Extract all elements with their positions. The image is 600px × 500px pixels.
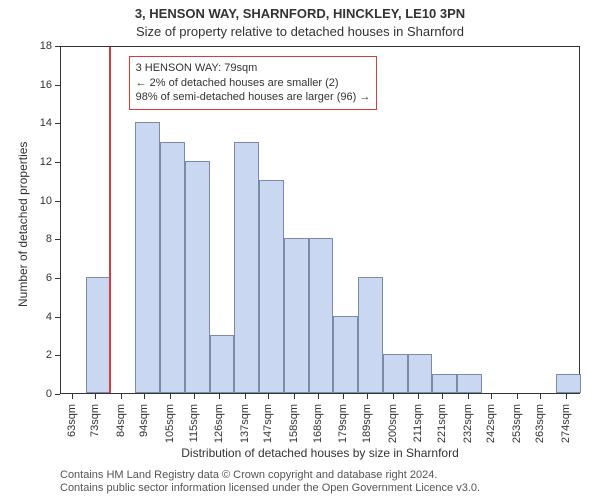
x-tick-label: 221sqm (436, 404, 448, 443)
y-tick-label: 16 (32, 79, 52, 91)
y-tick-mark (55, 162, 60, 163)
x-tick-label: 274sqm (560, 404, 572, 443)
x-tick-mark (566, 394, 567, 399)
x-tick-label: 147sqm (262, 404, 274, 443)
histogram-bar (210, 335, 235, 393)
histogram-bar (309, 238, 334, 393)
histogram-bar (383, 354, 408, 393)
x-axis-label: Distribution of detached houses by size … (60, 446, 580, 460)
x-tick-mark (144, 394, 145, 399)
chart-title: 3, HENSON WAY, SHARNFORD, HINCKLEY, LE10… (0, 6, 600, 21)
y-tick-label: 0 (32, 388, 52, 400)
y-tick-label: 14 (32, 117, 52, 129)
x-tick-mark (343, 394, 344, 399)
callout-line-2: ← 2% of detached houses are smaller (2) (136, 76, 371, 91)
x-tick-label: 94sqm (138, 404, 150, 437)
x-tick-mark (194, 394, 195, 399)
y-tick-mark (55, 201, 60, 202)
x-tick-label: 105sqm (164, 404, 176, 443)
histogram-bar (259, 180, 284, 393)
x-tick-label: 84sqm (115, 404, 127, 437)
callout-line-1: 3 HENSON WAY: 79sqm (136, 61, 371, 76)
chart-root: 3, HENSON WAY, SHARNFORD, HINCKLEY, LE10… (0, 0, 600, 500)
histogram-bar (86, 277, 111, 393)
histogram-bar (556, 374, 581, 393)
x-tick-mark (121, 394, 122, 399)
x-tick-mark (170, 394, 171, 399)
histogram-bar (358, 277, 383, 393)
chart-subtitle: Size of property relative to detached ho… (0, 24, 600, 39)
y-axis-label: Number of detached properties (16, 142, 30, 307)
y-tick-mark (55, 394, 60, 395)
histogram-bar (408, 354, 433, 393)
x-tick-label: 73sqm (89, 404, 101, 437)
property-marker-line (109, 47, 111, 393)
y-tick-mark (55, 278, 60, 279)
x-tick-label: 253sqm (511, 404, 523, 443)
x-tick-mark (491, 394, 492, 399)
footer-line-1: Contains HM Land Registry data © Crown c… (60, 469, 590, 483)
x-tick-mark (418, 394, 419, 399)
y-tick-mark (55, 355, 60, 356)
x-tick-mark (72, 394, 73, 399)
y-tick-label: 10 (32, 195, 52, 207)
y-tick-mark (55, 317, 60, 318)
x-tick-mark (219, 394, 220, 399)
x-tick-mark (393, 394, 394, 399)
histogram-bar (284, 238, 309, 393)
y-tick-label: 18 (32, 40, 52, 52)
x-tick-mark (540, 394, 541, 399)
y-tick-label: 8 (32, 233, 52, 245)
callout-box: 3 HENSON WAY: 79sqm ← 2% of detached hou… (129, 56, 378, 111)
x-tick-label: 232sqm (462, 404, 474, 443)
x-tick-mark (468, 394, 469, 399)
x-tick-label: 200sqm (387, 404, 399, 443)
x-tick-mark (517, 394, 518, 399)
y-tick-mark (55, 239, 60, 240)
x-tick-label: 158sqm (288, 404, 300, 443)
y-tick-mark (55, 85, 60, 86)
x-tick-label: 179sqm (337, 404, 349, 443)
x-tick-mark (95, 394, 96, 399)
x-tick-label: 242sqm (485, 404, 497, 443)
x-tick-label: 137sqm (239, 404, 251, 443)
y-tick-label: 6 (32, 272, 52, 284)
y-tick-mark (55, 46, 60, 47)
x-tick-mark (318, 394, 319, 399)
x-tick-mark (442, 394, 443, 399)
attribution-footer: Contains HM Land Registry data © Crown c… (60, 469, 590, 497)
x-tick-label: 168sqm (312, 404, 324, 443)
histogram-bar (185, 161, 210, 393)
histogram-bar (432, 374, 457, 393)
y-tick-label: 2 (32, 349, 52, 361)
plot-area: 3 HENSON WAY: 79sqm ← 2% of detached hou… (60, 46, 580, 394)
x-tick-label: 126sqm (213, 404, 225, 443)
x-tick-label: 211sqm (412, 404, 424, 442)
histogram-bar (234, 142, 259, 393)
y-tick-mark (55, 123, 60, 124)
histogram-bar (457, 374, 482, 393)
histogram-bar (333, 316, 358, 393)
callout-line-3: 98% of semi-detached houses are larger (… (136, 90, 371, 105)
x-tick-mark (268, 394, 269, 399)
x-tick-mark (245, 394, 246, 399)
y-tick-label: 12 (32, 156, 52, 168)
histogram-bar (135, 122, 160, 393)
x-tick-label: 263sqm (534, 404, 546, 443)
x-tick-label: 189sqm (361, 404, 373, 443)
x-tick-label: 63sqm (66, 404, 78, 437)
y-tick-label: 4 (32, 311, 52, 323)
footer-line-2: Contains public sector information licen… (60, 482, 590, 496)
x-tick-mark (294, 394, 295, 399)
x-tick-label: 115sqm (188, 404, 200, 442)
histogram-bar (160, 142, 185, 393)
x-tick-mark (367, 394, 368, 399)
